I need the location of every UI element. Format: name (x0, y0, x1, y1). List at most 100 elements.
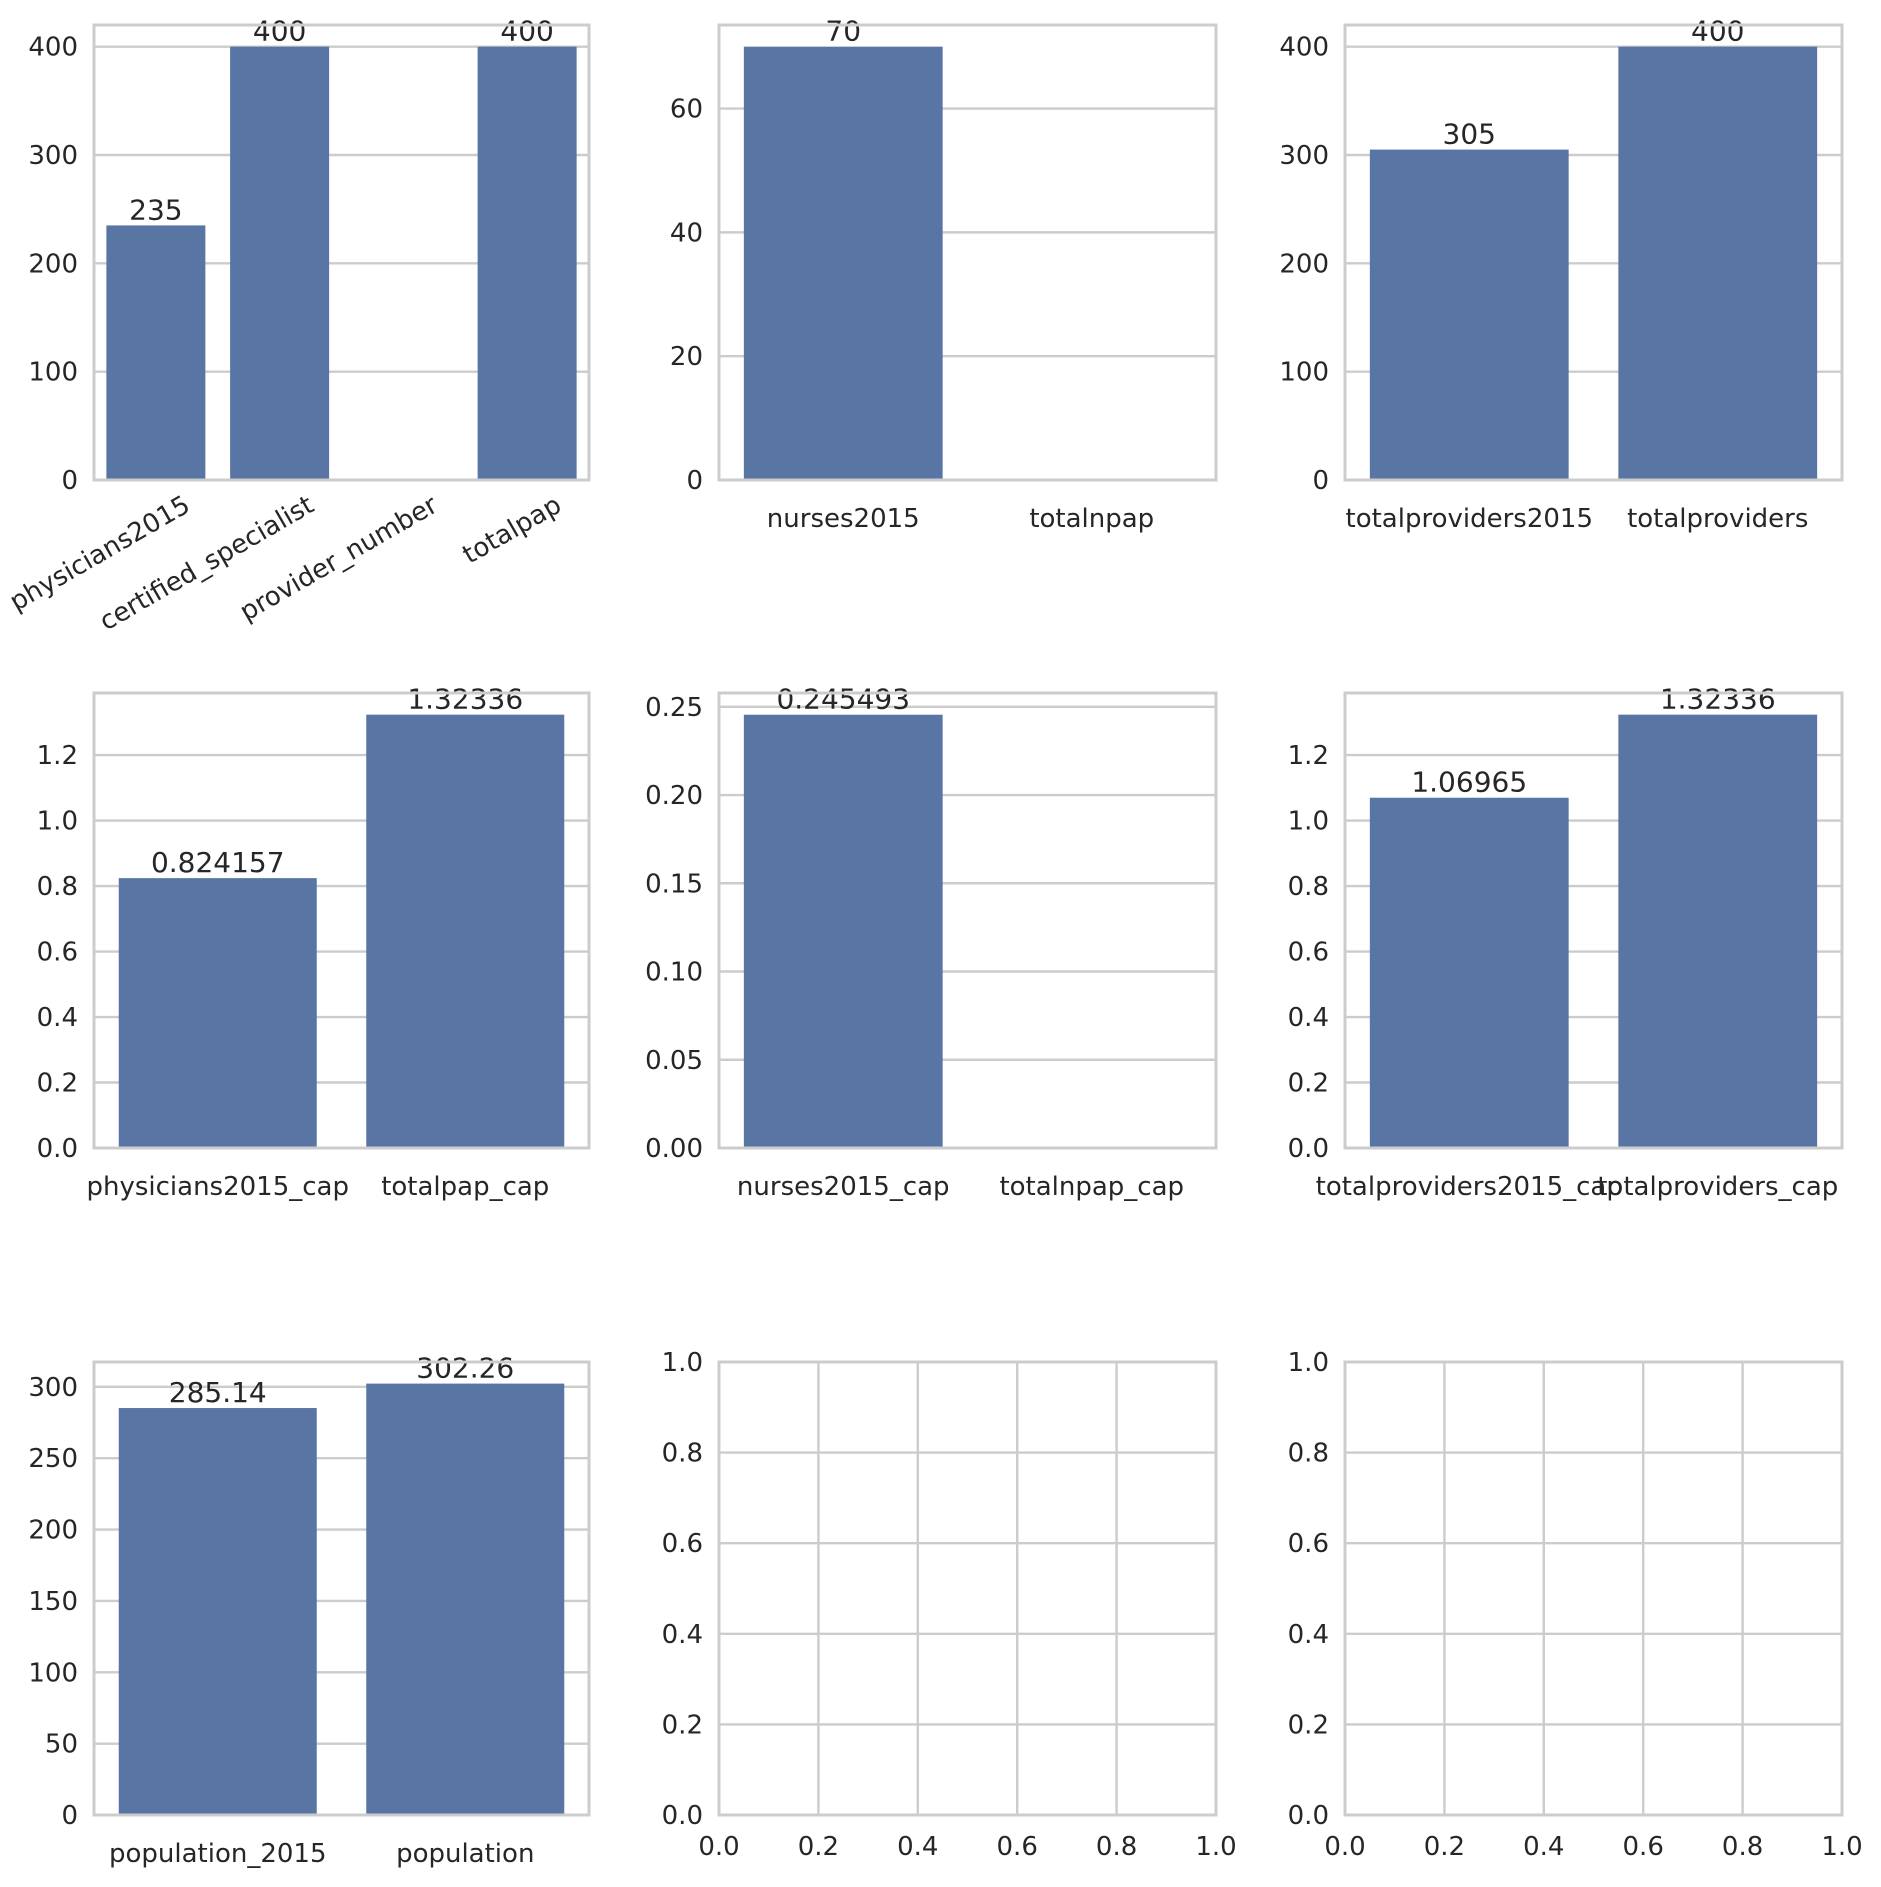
x-tick-label: totalproviders2015 (1346, 504, 1594, 534)
y-tick-label: 0.2 (1288, 1710, 1329, 1740)
y-tick-label: 100 (28, 358, 78, 388)
y-tick-label: 1.0 (1288, 1348, 1329, 1378)
y-tick-label: 0.10 (645, 958, 703, 988)
y-tick-label: 0.8 (1288, 872, 1329, 902)
y-tick-label: 0 (686, 466, 703, 496)
axes-frame (92, 1360, 591, 1817)
bar (477, 46, 577, 481)
bar-value-label: 285.14 (169, 1376, 267, 1409)
y-tick-label: 0 (61, 1801, 78, 1831)
y-tick-label: 200 (28, 249, 78, 279)
x-tick-label: 0.6 (997, 1832, 1038, 1862)
bar-value-label: 1.06965 (1411, 766, 1527, 799)
y-tick-label: 0.25 (645, 693, 703, 723)
y-tick-label: 0.2 (1288, 1069, 1329, 1099)
x-tick-label: totalnpap (1029, 504, 1154, 534)
y-tick-label: 0.0 (1288, 1134, 1329, 1164)
y-tick-label: 250 (28, 1444, 78, 1474)
x-tick-label: 0.4 (897, 1832, 938, 1862)
x-tick-label: 0.8 (1096, 1832, 1137, 1862)
bar-value-label: 1.32336 (1660, 683, 1776, 716)
x-tick-label: 0.4 (1523, 1832, 1564, 1862)
y-tick-label: 0.6 (662, 1529, 703, 1559)
x-tick-label: totalpap_cap (381, 1172, 549, 1202)
y-tick-label: 300 (28, 1373, 78, 1403)
bar-value-label: 305 (1443, 118, 1496, 151)
y-tick-label: 0.2 (37, 1069, 78, 1099)
x-tick-label: 0.0 (698, 1832, 739, 1862)
y-tick-label: 50 (45, 1730, 78, 1760)
subplot-8: 0.0 0.2 0.4 0.6 0.8 1.0 0.0 0.2 0.4 0.6 0.8 1.0 (662, 1348, 1237, 1862)
y-tick-label: 1.0 (662, 1348, 703, 1378)
bar-value-label: 400 (253, 15, 306, 48)
x-tick-label: 0.2 (1424, 1832, 1465, 1862)
bar-value-label: 0.245493 (776, 683, 910, 716)
bar-value-label: 0.824157 (151, 846, 285, 879)
subplot-3: 0 100 200 300 400 305 totalproviders2015 400 tot… (1279, 15, 1844, 534)
x-tick-label: population_2015 (109, 1839, 327, 1869)
y-tick-label: 0.6 (1288, 1529, 1329, 1559)
y-tick-label: 0.6 (1288, 938, 1329, 968)
y-tick-label: 0.4 (1288, 1003, 1329, 1033)
y-tick-label: 200 (1279, 249, 1329, 279)
axes-frame (717, 1360, 1218, 1817)
y-tick-label: 200 (28, 1516, 78, 1546)
x-tick-label: 0.2 (798, 1832, 839, 1862)
bar-value-label: 302.26 (416, 1352, 514, 1385)
bar (118, 878, 317, 1148)
subplot-7: 0 50 100 150 200 250 300 285.14 population_2015 3… (28, 1352, 591, 1869)
bar-value-label: 235 (129, 193, 182, 226)
y-tick-label: 0.4 (37, 1003, 78, 1033)
y-tick-label: 1.2 (37, 741, 78, 771)
y-tick-label: 20 (670, 342, 703, 372)
y-tick-label: 0 (61, 466, 78, 496)
x-tick-label: 1.0 (1195, 1832, 1236, 1862)
y-tick-label: 60 (670, 95, 703, 125)
bar (366, 1383, 565, 1815)
y-tick-label: 0.20 (645, 781, 703, 811)
x-tick-label: 0.0 (1324, 1832, 1365, 1862)
subplot-2: 0 20 40 60 70 nurses2015 totalnpap (670, 15, 1218, 534)
x-tick-label: provider_number (235, 490, 443, 628)
y-tick-label: 400 (1279, 33, 1329, 63)
x-tick-label: certified_specialist (95, 490, 320, 637)
x-tick-label: totalpap (458, 490, 567, 570)
y-tick-label: 400 (28, 33, 78, 63)
y-tick-label: 40 (670, 218, 703, 248)
y-tick-label: 0.0 (37, 1134, 78, 1164)
x-tick-label: totalproviders (1627, 504, 1808, 534)
axes-frame (92, 691, 591, 1150)
bar (106, 225, 206, 480)
y-tick-label: 100 (1279, 358, 1329, 388)
bar (118, 1408, 317, 1815)
subplot-1: 0100200300400235physicians2015400certifi… (5, 15, 591, 637)
y-tick-label: 300 (28, 141, 78, 171)
bar (1618, 46, 1818, 481)
x-tick-label: nurses2015 (767, 504, 920, 534)
axes-frame (1343, 23, 1844, 482)
axes-frame (717, 691, 1218, 1150)
bar (1369, 149, 1569, 481)
y-tick-label: 0 (1312, 466, 1329, 496)
y-tick-label: 150 (28, 1587, 78, 1617)
bar-value-label: 1.32336 (407, 683, 523, 716)
y-tick-label: 0.0 (1288, 1801, 1329, 1831)
bar (366, 714, 565, 1148)
bar (230, 46, 330, 481)
y-tick-label: 0.8 (662, 1439, 703, 1469)
y-tick-label: 0.4 (662, 1620, 703, 1650)
bar (743, 714, 943, 1148)
y-tick-label: 0.2 (662, 1710, 703, 1740)
subplot-6: 0.0 0.2 0.4 0.6 0.8 1.0 1.2 1.06965 totalprovide… (1288, 683, 1844, 1202)
y-tick-label: 100 (28, 1658, 78, 1688)
axes-frame (1343, 691, 1844, 1150)
x-tick-label: 0.6 (1623, 1832, 1664, 1862)
y-tick-label: 1.2 (1288, 741, 1329, 771)
axes-frame (1343, 1360, 1844, 1817)
subplot-9: 0.0 0.2 0.4 0.6 0.8 1.0 0.0 0.2 0.4 0.6 0.8 1.0 (1288, 1348, 1863, 1862)
x-tick-label: nurses2015_cap (737, 1172, 950, 1202)
y-tick-label: 0.8 (37, 872, 78, 902)
x-tick-label: totalnpap_cap (999, 1172, 1184, 1202)
y-tick-label: 0.4 (1288, 1620, 1329, 1650)
